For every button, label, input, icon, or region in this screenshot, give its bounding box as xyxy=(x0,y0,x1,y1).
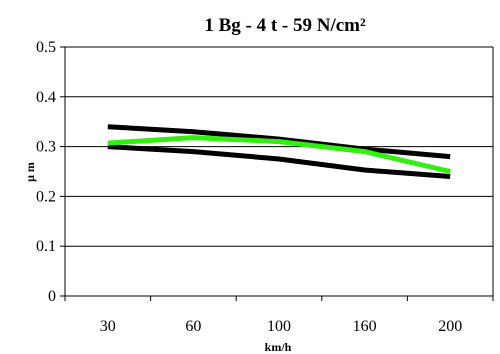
y-tick-label: 0.5 xyxy=(36,39,56,56)
y-tick-label: 0.1 xyxy=(36,238,56,255)
y-tick-label: 0.2 xyxy=(36,188,56,205)
x-axis-label: km/h xyxy=(265,340,292,354)
y-tick-label: 0 xyxy=(48,288,56,305)
x-tick-label: 200 xyxy=(438,318,462,335)
y-tick-label: 0.3 xyxy=(36,139,56,156)
series-line-3 xyxy=(107,135,451,174)
chart-title: 1 Bg - 4 t - 59 N/cm² xyxy=(204,15,366,36)
x-tick-label: 160 xyxy=(353,318,377,335)
series-line-2 xyxy=(107,144,451,179)
y-axis-label: μ m xyxy=(23,162,37,182)
x-tick-label: 30 xyxy=(100,318,116,335)
x-tick-label: 60 xyxy=(185,318,201,335)
y-tick-label: 0.4 xyxy=(36,89,56,106)
x-tick-label: 100 xyxy=(267,318,291,335)
